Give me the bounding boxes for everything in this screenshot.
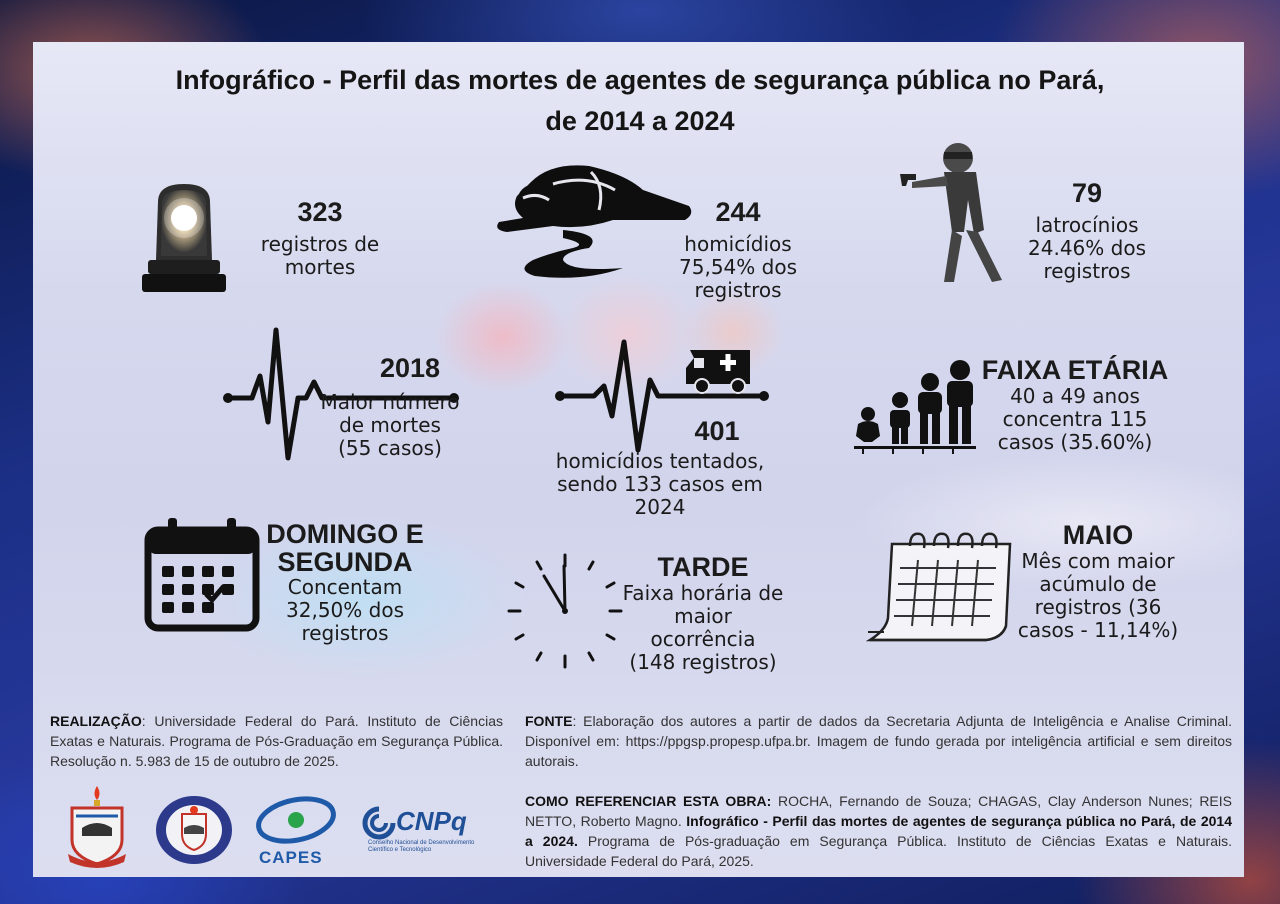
latrocinios-label-1: latrocínios <box>1035 213 1139 237</box>
fallen-body-icon <box>497 165 692 278</box>
tarde-label-3: ocorrência <box>650 627 756 651</box>
clock-icon <box>507 553 623 669</box>
capes-swoosh-logo <box>256 796 336 844</box>
dias-label-2: 32,50% dos <box>286 598 404 622</box>
tarde-heading: TARDE <box>657 552 749 582</box>
heartbeat-line-icon <box>223 327 459 461</box>
dias-heading-1: DOMINGO E <box>266 519 424 549</box>
homicidios-label-3: registros <box>694 278 782 302</box>
calendar-check-icon <box>144 518 260 632</box>
referencia-rest: Programa de Pós-graduação em Segurança P… <box>525 833 1232 869</box>
realizacao-label: REALIZAÇÃO <box>50 713 142 729</box>
referencia-authors: ROCHA, Fernando de Souza; CHAGAS, Clay A… <box>525 793 1232 829</box>
tentados-block: 401 homicídios tentados, sendo 133 casos… <box>530 416 790 519</box>
title-line-1: Infográfico - Perfil das mortes de agent… <box>175 65 1105 95</box>
ano-label-1: Maior número <box>320 390 460 414</box>
latrocinios-label-2: 24.46% dos <box>1028 236 1146 260</box>
tarde-label-4: (148 registros) <box>629 650 777 674</box>
fonte-text: FONTE: Elaboração dos autores a partir d… <box>525 711 1232 771</box>
infographic-panel <box>33 42 1244 877</box>
faixa-heading: FAIXA ETÁRIA <box>981 355 1169 385</box>
dias-label-3: registros <box>301 621 389 645</box>
maio-block: MAIO Mês com maior acúmulo de registros … <box>1012 520 1184 642</box>
ufpa-coat-of-arms-logo <box>68 786 126 868</box>
referencia-title: Infográfico - Perfil das mortes de agent… <box>525 813 1232 849</box>
maio-label-1: Mês com maior <box>1021 549 1175 573</box>
dias-heading-2: SEGUNDA <box>277 547 413 577</box>
ano-number: 2018 <box>379 353 441 383</box>
homicidios-number: 244 <box>715 197 761 227</box>
tentados-label-1: homicídios tentados, <box>555 449 765 473</box>
registros-block: 323 registros de mortes <box>250 197 390 279</box>
tarde-label-2: maior <box>674 604 732 628</box>
tarde-block: TARDE Faixa horária de maior ocorrência … <box>618 552 788 674</box>
realizacao-body: : Universidade Federal do Pará. Institut… <box>50 713 503 769</box>
wall-calendar-icon <box>866 532 1012 642</box>
maio-heading: MAIO <box>1062 520 1134 550</box>
referencia-label: COMO REFERENCIAR ESTA OBRA: <box>525 793 772 809</box>
faixa-label-3: casos (35.60%) <box>997 430 1153 454</box>
registros-number: 323 <box>297 197 343 227</box>
tentados-label-3: 2024 <box>634 495 686 519</box>
tentados-number: 401 <box>694 416 740 446</box>
registros-label-1: registros de <box>260 232 380 256</box>
fonte-body: : Elaboração dos autores a partir de dad… <box>525 713 1232 769</box>
faixa-block: FAIXA ETÁRIA 40 a 49 anos concentra 115 … <box>980 355 1170 454</box>
homicidios-label-2: 75,54% dos <box>679 255 797 279</box>
robber-with-gun-icon <box>900 143 1002 282</box>
cnpq-emblem-logo <box>362 806 396 840</box>
age-groups-icon <box>854 360 976 454</box>
realizacao-text: REALIZAÇÃO: Universidade Federal do Pará… <box>50 711 503 771</box>
registros-label-2: mortes <box>284 255 356 279</box>
tarde-label-1: Faixa horária de <box>622 581 784 605</box>
cnpq-logo-subtitle: Conselho Nacional de Desenvolvimento Cie… <box>368 840 475 853</box>
maio-label-2: acúmulo de <box>1039 572 1157 596</box>
faixa-label-2: concentra 115 <box>1002 407 1148 431</box>
ppgsp-seal-logo <box>156 796 232 864</box>
page-title: Infográfico - Perfil das mortes de agent… <box>0 60 1280 142</box>
referencia-text: COMO REFERENCIAR ESTA OBRA: ROCHA, Ferna… <box>525 791 1232 871</box>
fonte-label: FONTE <box>525 713 573 729</box>
dias-label-1: Concentam <box>287 575 403 599</box>
maio-label-3: registros (36 <box>1034 595 1162 619</box>
ano-label-2: de mortes <box>339 413 441 437</box>
homicidios-block: 244 homicídios 75,54% dos registros <box>672 197 804 302</box>
ambulance-heartbeat-icon <box>555 339 769 453</box>
latrocinios-block: 79 latrocínios 24.46% dos registros <box>1016 178 1158 283</box>
ano-label-3: (55 casos) <box>338 436 442 460</box>
cnpq-logo-text: CNPq <box>396 806 467 836</box>
title-line-2: de 2014 a 2024 <box>545 106 735 136</box>
ano-block: 2018 Maior número de mortes (55 casos) <box>310 353 470 460</box>
maio-label-4: casos - 11,14%) <box>1017 618 1179 642</box>
latrocinios-number: 79 <box>1071 178 1103 208</box>
siren-icon <box>142 184 226 292</box>
dias-block: DOMINGO E SEGUNDA Concentam 32,50% dos r… <box>260 520 430 645</box>
tentados-label-2: sendo 133 casos em <box>557 472 763 496</box>
faixa-label-1: 40 a 49 anos <box>1010 384 1140 408</box>
capes-logo-text: CAPES <box>259 848 323 867</box>
homicidios-label-1: homicídios <box>684 232 792 256</box>
latrocinios-label-3: registros <box>1043 259 1131 283</box>
